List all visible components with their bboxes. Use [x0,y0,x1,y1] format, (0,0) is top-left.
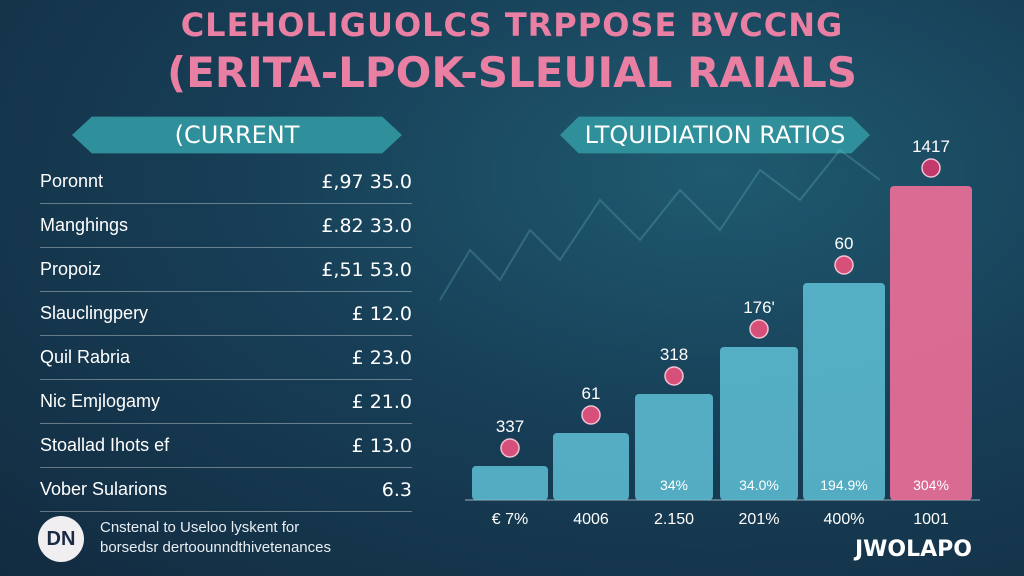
logo-badge: DN [38,516,84,562]
table-row: Poronnt £,97 35.0 [40,160,412,204]
title-line-1: CLEHOLIGUOLCS TRPPOSE BVCCNG [180,6,844,44]
row-value: £ 23.0 [351,346,412,369]
coin-icon [500,438,520,458]
coin-icon [834,255,854,275]
x-tick-label: 400% [824,511,865,528]
title-line-2: (ERITA-LPOK-SLEUIAL RAIALS [166,48,858,97]
row-label: Quil Rabria [40,347,131,367]
bar-inner-label: 194.9% [820,477,867,493]
coin-icon [581,405,601,425]
row-label: Manghings [40,215,129,235]
footer-text: Cnstenal to Useloo lyskent for borsedsr … [100,518,331,558]
coin-icon [749,319,769,339]
chart-bar [720,347,798,500]
coin-icon [664,366,684,386]
table-row: Quil Rabria £ 23.0 [40,336,412,380]
current-table: Poronnt £,97 35.0 Manghings £.82 33.0 Pr… [40,160,412,512]
table-row: Vober Sularions 6.3 [40,468,412,512]
x-tick-label: 201% [739,511,780,528]
bar-value-label: 176' [743,298,775,317]
row-label: Vober Sularions [40,479,168,499]
x-tick-label: 1001 [913,511,949,528]
row-label: Poronnt [40,171,104,191]
bar-value-label: 61 [582,384,601,403]
chart-bar [472,466,548,500]
bar-value-label: 60 [835,234,854,253]
bar-value-label: 1417 [912,137,950,156]
table-row: Manghings £.82 33.0 [40,204,412,248]
bar-inner-label: 34.0% [739,477,779,493]
row-label: Propoiz [40,259,102,279]
table-row: Slauclingpery £ 12.0 [40,292,412,336]
chart-bar [803,283,885,500]
bar-value-label: 318 [660,345,688,364]
row-value: £ 13.0 [351,434,412,457]
row-value: £.82 33.0 [321,214,412,237]
row-value: £ 21.0 [351,390,412,413]
bar-inner-label: 304% [913,477,949,493]
row-value: £,51 53.0 [321,258,412,281]
row-value: £ 12.0 [351,302,412,325]
chart-bar [635,394,713,500]
coin-icon [921,158,941,178]
x-tick-label: € 7% [492,511,528,528]
row-value: 6.3 [381,478,412,501]
chart-bar [553,433,629,500]
bar-value-label: 337 [496,417,524,436]
chart-bar [890,186,972,500]
row-value: £,97 35.0 [321,170,412,193]
row-label: Nic Emjlogamy [40,391,161,411]
current-banner: (CURRENT [72,116,402,154]
row-label: Stoallad Ihots ef [40,435,170,455]
liquidation-ratios-banner: LTQUIDIATION RATIOS [560,116,870,154]
footer-line-2: borsedsr dertoounndthivetenances [100,539,331,556]
x-tick-label: 4006 [573,511,609,528]
table-row: Stoallad Ihots ef £ 13.0 [40,424,412,468]
bar-inner-label: 34% [660,477,688,493]
x-tick-label: 2.150 [654,511,694,528]
brand-logo: JWOLAPO [854,537,972,562]
background-trend-line [439,148,881,301]
table-row: Propoiz £,51 53.0 [40,248,412,292]
row-label: Slauclingpery [40,303,149,323]
table-row: Nic Emjlogamy £ 21.0 [40,380,412,424]
footer-line-1: Cnstenal to Useloo lyskent for [100,519,300,536]
